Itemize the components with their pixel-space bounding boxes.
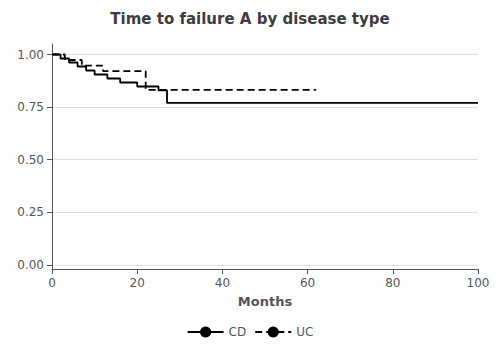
svg-text:Months: Months [238,294,293,309]
svg-text:0.00: 0.00 [17,258,44,272]
svg-text:0.25: 0.25 [17,205,44,219]
svg-text:Time to failure A by disease t: Time to failure A by disease type [110,10,389,28]
svg-text:20: 20 [130,276,145,290]
svg-text:80: 80 [385,276,400,290]
svg-text:40: 40 [215,276,230,290]
svg-text:CD: CD [229,325,247,339]
svg-text:0.50: 0.50 [17,153,44,167]
svg-text:100: 100 [467,276,490,290]
svg-text:UC: UC [296,325,313,339]
svg-text:0: 0 [48,276,56,290]
svg-text:60: 60 [300,276,315,290]
svg-text:0.75: 0.75 [17,100,44,114]
svg-text:1.00: 1.00 [17,48,44,62]
